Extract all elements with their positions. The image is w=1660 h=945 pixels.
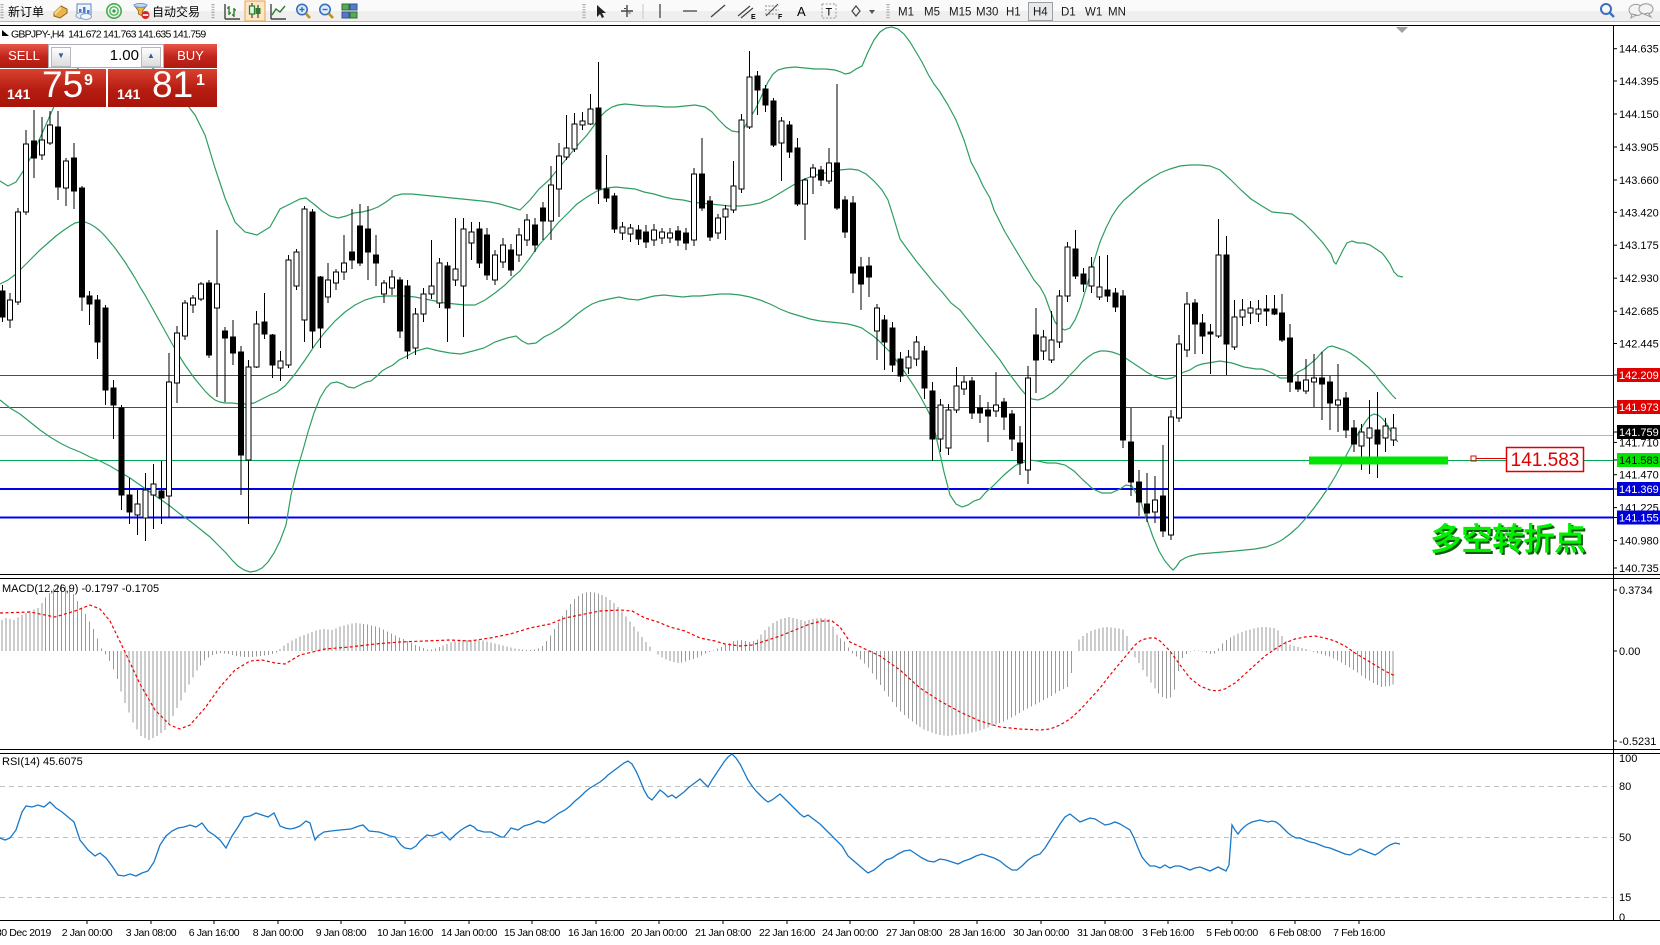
svg-text:6 Feb 08:00: 6 Feb 08:00	[1269, 927, 1321, 939]
svg-text:15: 15	[1619, 892, 1631, 904]
svg-text:M15: M15	[949, 7, 971, 19]
svg-text:141.470: 141.470	[1619, 470, 1659, 482]
svg-text:0.3734: 0.3734	[1619, 585, 1653, 597]
svg-text:M30: M30	[976, 7, 998, 19]
svg-text:7 Feb 16:00: 7 Feb 16:00	[1333, 927, 1385, 939]
svg-text:141.369: 141.369	[1619, 484, 1659, 496]
svg-text:H4: H4	[1033, 7, 1048, 19]
svg-text:MACD(12,26,9) -0.1797 -0.1705: MACD(12,26,9) -0.1797 -0.1705	[2, 583, 159, 595]
svg-text:多空转折点: 多空转折点	[1431, 522, 1586, 557]
svg-text:50: 50	[1619, 832, 1631, 844]
svg-text:E: E	[751, 14, 756, 21]
svg-text:D1: D1	[1061, 7, 1076, 19]
svg-text:0: 0	[1619, 912, 1625, 924]
svg-text:20 Jan 00:00: 20 Jan 00:00	[631, 927, 687, 939]
svg-text:10 Jan 16:00: 10 Jan 16:00	[377, 927, 433, 939]
svg-text:自动交易: 自动交易	[152, 4, 200, 19]
svg-text:141.155: 141.155	[1619, 513, 1659, 525]
svg-text:142.930: 142.930	[1619, 273, 1659, 285]
svg-text:9 Jan 08:00: 9 Jan 08:00	[316, 927, 367, 939]
svg-text:新订单: 新订单	[8, 4, 44, 19]
svg-text:M5: M5	[924, 7, 940, 19]
svg-text:141.583: 141.583	[1619, 455, 1659, 467]
svg-text:MN: MN	[1108, 7, 1126, 19]
svg-text:144.150: 144.150	[1619, 109, 1659, 121]
svg-text:W1: W1	[1085, 7, 1102, 19]
svg-text:143.175: 143.175	[1619, 240, 1659, 252]
svg-text:141.225: 141.225	[1619, 503, 1659, 515]
svg-text:140.980: 140.980	[1619, 536, 1659, 548]
svg-text:3 Feb 16:00: 3 Feb 16:00	[1142, 927, 1194, 939]
svg-text:14 Jan 00:00: 14 Jan 00:00	[441, 927, 497, 939]
svg-text:142.685: 142.685	[1619, 306, 1659, 318]
svg-text:30 Dec 2019: 30 Dec 2019	[0, 927, 52, 939]
svg-text:30 Jan 00:00: 30 Jan 00:00	[1013, 927, 1069, 939]
svg-text:141.759: 141.759	[1619, 427, 1659, 439]
svg-text:143.420: 143.420	[1619, 207, 1659, 219]
svg-text:22 Jan 16:00: 22 Jan 16:00	[759, 927, 815, 939]
svg-text:144.635: 144.635	[1619, 44, 1659, 56]
svg-text:28 Jan 16:00: 28 Jan 16:00	[949, 927, 1005, 939]
svg-text:H1: H1	[1006, 7, 1021, 19]
svg-text:141.973: 141.973	[1619, 402, 1659, 414]
svg-text:143.660: 143.660	[1619, 175, 1659, 187]
svg-text:27 Jan 08:00: 27 Jan 08:00	[886, 927, 942, 939]
svg-text:T: T	[826, 7, 833, 19]
svg-text:143.905: 143.905	[1619, 142, 1659, 154]
svg-text:140.735: 140.735	[1619, 563, 1659, 575]
svg-text:141.583: 141.583	[1511, 450, 1580, 471]
svg-text:142.209: 142.209	[1619, 370, 1659, 382]
svg-text:3 Jan 08:00: 3 Jan 08:00	[126, 927, 177, 939]
svg-text:31 Jan 08:00: 31 Jan 08:00	[1077, 927, 1133, 939]
svg-text:-0.5231: -0.5231	[1619, 736, 1656, 748]
svg-text:16 Jan 16:00: 16 Jan 16:00	[568, 927, 624, 939]
svg-text:RSI(14) 45.6075: RSI(14) 45.6075	[2, 756, 83, 768]
svg-text:2 Jan 00:00: 2 Jan 00:00	[62, 927, 113, 939]
svg-text:24 Jan 00:00: 24 Jan 00:00	[822, 927, 878, 939]
svg-text:F: F	[778, 14, 783, 21]
svg-text:M1: M1	[898, 7, 914, 19]
svg-text:5 Feb 00:00: 5 Feb 00:00	[1206, 927, 1258, 939]
svg-text:15 Jan 08:00: 15 Jan 08:00	[504, 927, 560, 939]
svg-text:6 Jan 16:00: 6 Jan 16:00	[189, 927, 240, 939]
svg-text:多空转折点: 多空转折点	[1433, 524, 1588, 559]
svg-text:100: 100	[1619, 753, 1637, 765]
svg-text:141.710: 141.710	[1619, 437, 1659, 449]
svg-text:144.395: 144.395	[1619, 76, 1659, 88]
svg-text:80: 80	[1619, 781, 1631, 793]
svg-text:0.00: 0.00	[1619, 646, 1640, 658]
svg-text:142.445: 142.445	[1619, 339, 1659, 351]
svg-text:GBPJPY-,H4 141.672 141.763 14: GBPJPY-,H4 141.672 141.763 141.635 141.7…	[11, 29, 206, 41]
svg-text:A: A	[797, 4, 806, 19]
svg-text:21 Jan 08:00: 21 Jan 08:00	[695, 927, 751, 939]
svg-text:8 Jan 00:00: 8 Jan 00:00	[253, 927, 304, 939]
